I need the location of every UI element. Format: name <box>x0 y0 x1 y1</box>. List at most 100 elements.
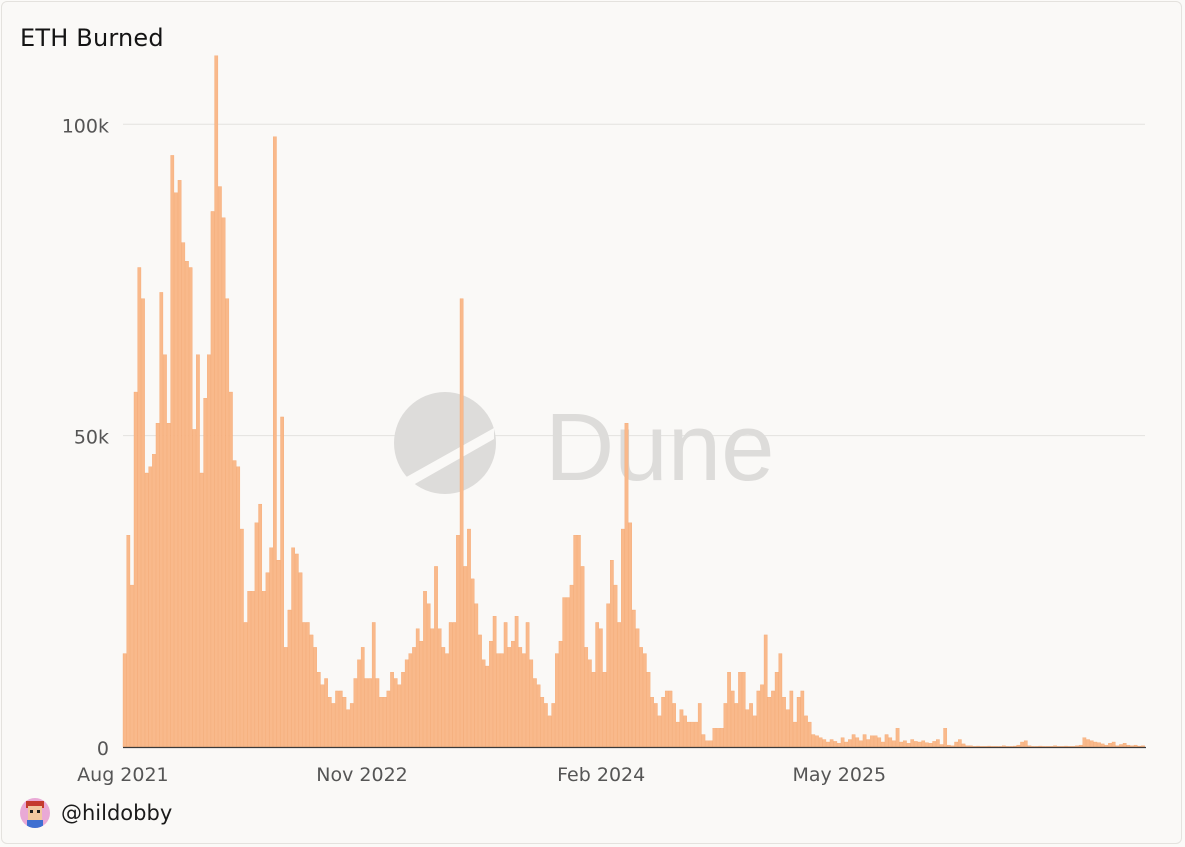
bar <box>287 609 292 748</box>
bar <box>170 155 175 748</box>
bar <box>653 703 658 748</box>
bar <box>635 628 640 748</box>
bar <box>393 678 398 748</box>
bar <box>921 740 926 748</box>
bar <box>789 690 794 748</box>
bar <box>1115 745 1120 748</box>
bar <box>580 566 585 748</box>
author-handle[interactable]: @hildobby <box>61 801 173 825</box>
bar <box>778 653 783 748</box>
bar <box>631 609 636 748</box>
bar <box>866 739 871 748</box>
bar <box>390 672 394 748</box>
x-tick-label: Feb 2024 <box>557 764 645 786</box>
bar <box>558 640 563 748</box>
bar <box>760 684 764 748</box>
bar <box>723 703 728 748</box>
bar <box>496 653 501 748</box>
bar <box>1023 740 1028 748</box>
bar <box>511 640 515 748</box>
bar <box>456 535 460 748</box>
bar <box>258 503 263 748</box>
bar <box>236 466 241 748</box>
bar <box>701 734 706 748</box>
bar <box>584 647 589 748</box>
bar <box>467 528 471 748</box>
bar <box>639 647 643 748</box>
bar <box>1097 742 1101 748</box>
bar <box>210 211 215 748</box>
bar <box>500 653 504 748</box>
bar <box>756 690 761 748</box>
bar <box>749 703 753 748</box>
bar <box>386 690 391 748</box>
bar <box>265 572 270 748</box>
bar <box>547 715 552 748</box>
bar <box>174 192 178 748</box>
bar <box>492 616 497 748</box>
bar <box>1133 744 1138 748</box>
bar <box>305 622 310 748</box>
bar <box>126 535 131 748</box>
avatar[interactable] <box>20 798 50 828</box>
bar <box>1119 744 1123 748</box>
bar <box>591 672 596 748</box>
bar <box>683 715 687 748</box>
bar <box>1001 745 1006 748</box>
bar <box>837 743 841 748</box>
bar <box>697 703 702 748</box>
bar <box>1141 745 1145 748</box>
bar <box>445 653 449 748</box>
bar <box>968 745 973 748</box>
dune-logo-icon <box>394 392 496 494</box>
bar <box>463 566 468 748</box>
bar <box>870 735 874 748</box>
bar <box>1086 739 1090 748</box>
bar <box>163 354 167 748</box>
bar <box>144 472 149 748</box>
bar <box>478 634 482 748</box>
bar <box>1012 745 1017 748</box>
bar <box>448 622 453 748</box>
bar <box>214 55 219 748</box>
bar <box>829 739 834 748</box>
bar <box>159 292 164 748</box>
dune-logo-stripe <box>401 428 494 489</box>
bar <box>331 703 336 748</box>
bar <box>437 628 442 748</box>
bar <box>961 743 966 748</box>
bar <box>551 703 556 748</box>
bar <box>1082 737 1087 748</box>
bar <box>320 684 325 748</box>
bar <box>928 743 933 748</box>
bar <box>401 672 405 748</box>
bar <box>1038 745 1043 748</box>
x-tick-label: May 2025 <box>792 764 886 786</box>
bar <box>646 672 651 748</box>
bar <box>577 535 581 748</box>
bar <box>976 745 980 748</box>
bar <box>181 242 186 748</box>
axes: 0 50k 100k Aug 2021 Nov 2022 Feb 2024 May 2025 <box>62 115 1146 786</box>
bar <box>148 466 153 748</box>
bar <box>291 547 295 748</box>
bar <box>122 653 127 748</box>
bar <box>382 697 387 748</box>
bar <box>284 647 288 748</box>
bar <box>686 721 691 748</box>
bar <box>661 697 665 748</box>
bar <box>562 597 567 748</box>
bar <box>826 741 830 748</box>
bar <box>588 659 592 748</box>
bar <box>397 684 402 748</box>
bar <box>785 709 790 748</box>
bar <box>1126 744 1131 748</box>
bar <box>606 603 611 748</box>
bar <box>404 659 409 748</box>
bar <box>848 739 852 748</box>
bar <box>185 261 189 748</box>
bar <box>712 728 717 748</box>
bar <box>782 697 786 748</box>
bar <box>642 653 647 748</box>
bar <box>379 697 383 748</box>
